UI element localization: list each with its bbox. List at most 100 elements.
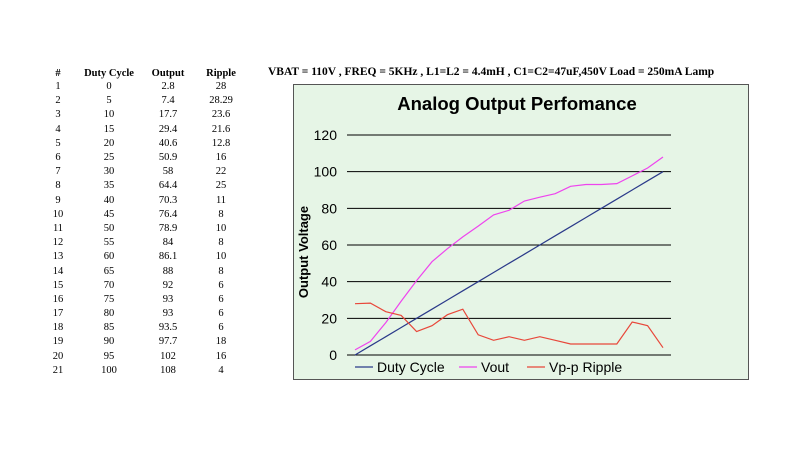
table-cell: 17.7 [158, 109, 178, 121]
analog-output-chart: Analog Output Perfomance Output Voltage … [293, 84, 749, 380]
table-cell: 20 [103, 137, 115, 149]
table-cell: 15 [103, 123, 115, 135]
table-cell: 10 [52, 208, 64, 220]
y-tick-label: 100 [314, 164, 338, 180]
y-tick-label: 0 [329, 347, 337, 363]
table-cell: 5 [55, 137, 61, 149]
legend-label: Duty Cycle [377, 359, 445, 375]
table-cell: 8 [218, 208, 224, 220]
table-cell: 13 [52, 251, 64, 263]
table-cell: 55 [103, 237, 115, 249]
legend-label: Vout [481, 359, 509, 375]
table-row: 16 75 93 6 [40, 293, 248, 307]
table-cell: 16 [215, 152, 227, 164]
table-cell: 19 [52, 336, 64, 348]
header-duty-cycle: Duty Cycle [84, 67, 134, 79]
table-cell: 23.6 [211, 109, 231, 121]
table-cell: 28.29 [209, 95, 233, 107]
table-cell: 93.5 [158, 322, 178, 334]
table-row: 5 20 40.6 12.8 [40, 137, 248, 151]
table-cell: 3 [55, 109, 61, 121]
table-cell: 21 [52, 364, 64, 376]
table-cell: 1 [55, 81, 61, 93]
table-cell: 102 [160, 350, 176, 362]
y-tick-label: 80 [321, 200, 337, 216]
table-cell: 60 [103, 251, 115, 263]
table-row: 9 40 70.3 11 [40, 194, 248, 208]
y-axis-label: Output Voltage [296, 206, 311, 298]
table-cell: 90 [103, 336, 115, 348]
table-cell: 28 [215, 81, 227, 93]
table-row: 6 25 50.9 16 [40, 151, 248, 165]
table-row: 13 60 86.1 10 [40, 250, 248, 264]
table-cell: 86.1 [158, 251, 178, 263]
header-ripple: Ripple [206, 67, 236, 79]
table-cell: 16 [52, 293, 64, 305]
table-cell: 7.4 [161, 95, 175, 107]
table-cell: 2 [55, 95, 61, 107]
table-cell: 4 [55, 123, 61, 135]
table-row: 10 45 76.4 8 [40, 208, 248, 222]
table-cell: 8 [218, 265, 224, 277]
table-cell: 18 [215, 336, 227, 348]
table-cell: 8 [218, 237, 224, 249]
table-cell: 6 [218, 322, 224, 334]
table-cell: 88 [162, 265, 174, 277]
table-row: 15 70 92 6 [40, 279, 248, 293]
table-cell: 70.3 [158, 194, 178, 206]
table-row: 3 10 17.7 23.6 [40, 108, 248, 122]
table-cell: 9 [55, 194, 61, 206]
table-row: 18 85 93.5 6 [40, 321, 248, 335]
y-tick-label: 20 [321, 310, 337, 326]
table-row: 12 55 84 8 [40, 236, 248, 250]
header-index: # [55, 67, 61, 79]
table-cell: 30 [103, 166, 115, 178]
table-cell: 4 [218, 364, 224, 376]
table-cell: 21.6 [211, 123, 231, 135]
series-layer [354, 156, 664, 356]
table-cell: 97.7 [158, 336, 178, 348]
table-cell: 25 [215, 180, 227, 192]
chart-title: Analog Output Perfomance [397, 93, 637, 114]
table-cell: 78.9 [158, 222, 178, 234]
chart-background [293, 84, 749, 380]
series-line-vout [354, 156, 664, 351]
table-cell: 18 [52, 322, 64, 334]
table-cell: 92 [162, 279, 174, 291]
table-cell: 2.8 [161, 81, 175, 93]
table-row: 14 65 88 8 [40, 264, 248, 278]
legend: Duty Cycle Vout Vp-p Ripple [355, 359, 622, 375]
series-line-duty-cycle [354, 171, 664, 356]
table-cell: 85 [103, 322, 115, 334]
y-tick-label: 40 [321, 274, 337, 290]
legend-label: Vp-p Ripple [549, 359, 622, 375]
table-cell: 16 [215, 350, 227, 362]
table-row: 1 0 2.8 28 [40, 80, 248, 94]
data-table: # Duty Cycle Output Ripple 1 0 2.8 28 2 5 7.4 2… [40, 66, 248, 378]
table-row: 19 90 97.7 18 [40, 335, 248, 349]
table-cell: 45 [103, 208, 115, 220]
table-row: 4 15 29.4 21.6 [40, 123, 248, 137]
table-cell: 10 [215, 251, 227, 263]
table-cell: 70 [103, 279, 115, 291]
table-cell: 12.8 [211, 137, 231, 149]
y-tick-label: 120 [314, 127, 338, 143]
table-cell: 6 [218, 308, 224, 320]
table-cell: 50 [103, 222, 115, 234]
table-cell: 6 [218, 293, 224, 305]
table-cell: 93 [162, 293, 174, 305]
table-cell: 6 [218, 279, 224, 291]
table-cell: 50.9 [158, 152, 178, 164]
grid-layer: 0 20 40 60 80 100 120 [314, 127, 671, 363]
table-cell: 93 [162, 308, 174, 320]
table-cell: 95 [103, 350, 115, 362]
table-cell: 29.4 [158, 123, 178, 135]
table-cell: 0 [106, 81, 112, 93]
table-row: 20 95 102 16 [40, 350, 248, 364]
table-cell: 8 [55, 180, 61, 192]
table-cell: 58 [162, 166, 174, 178]
table-row: 17 80 93 6 [40, 307, 248, 321]
table-header-row: # Duty Cycle Output Ripple [40, 66, 248, 80]
test-conditions: VBAT = 110V , FREQ = 5KHz , L1=L2 = 4.4m… [268, 66, 715, 78]
table-cell: 10 [103, 109, 115, 121]
